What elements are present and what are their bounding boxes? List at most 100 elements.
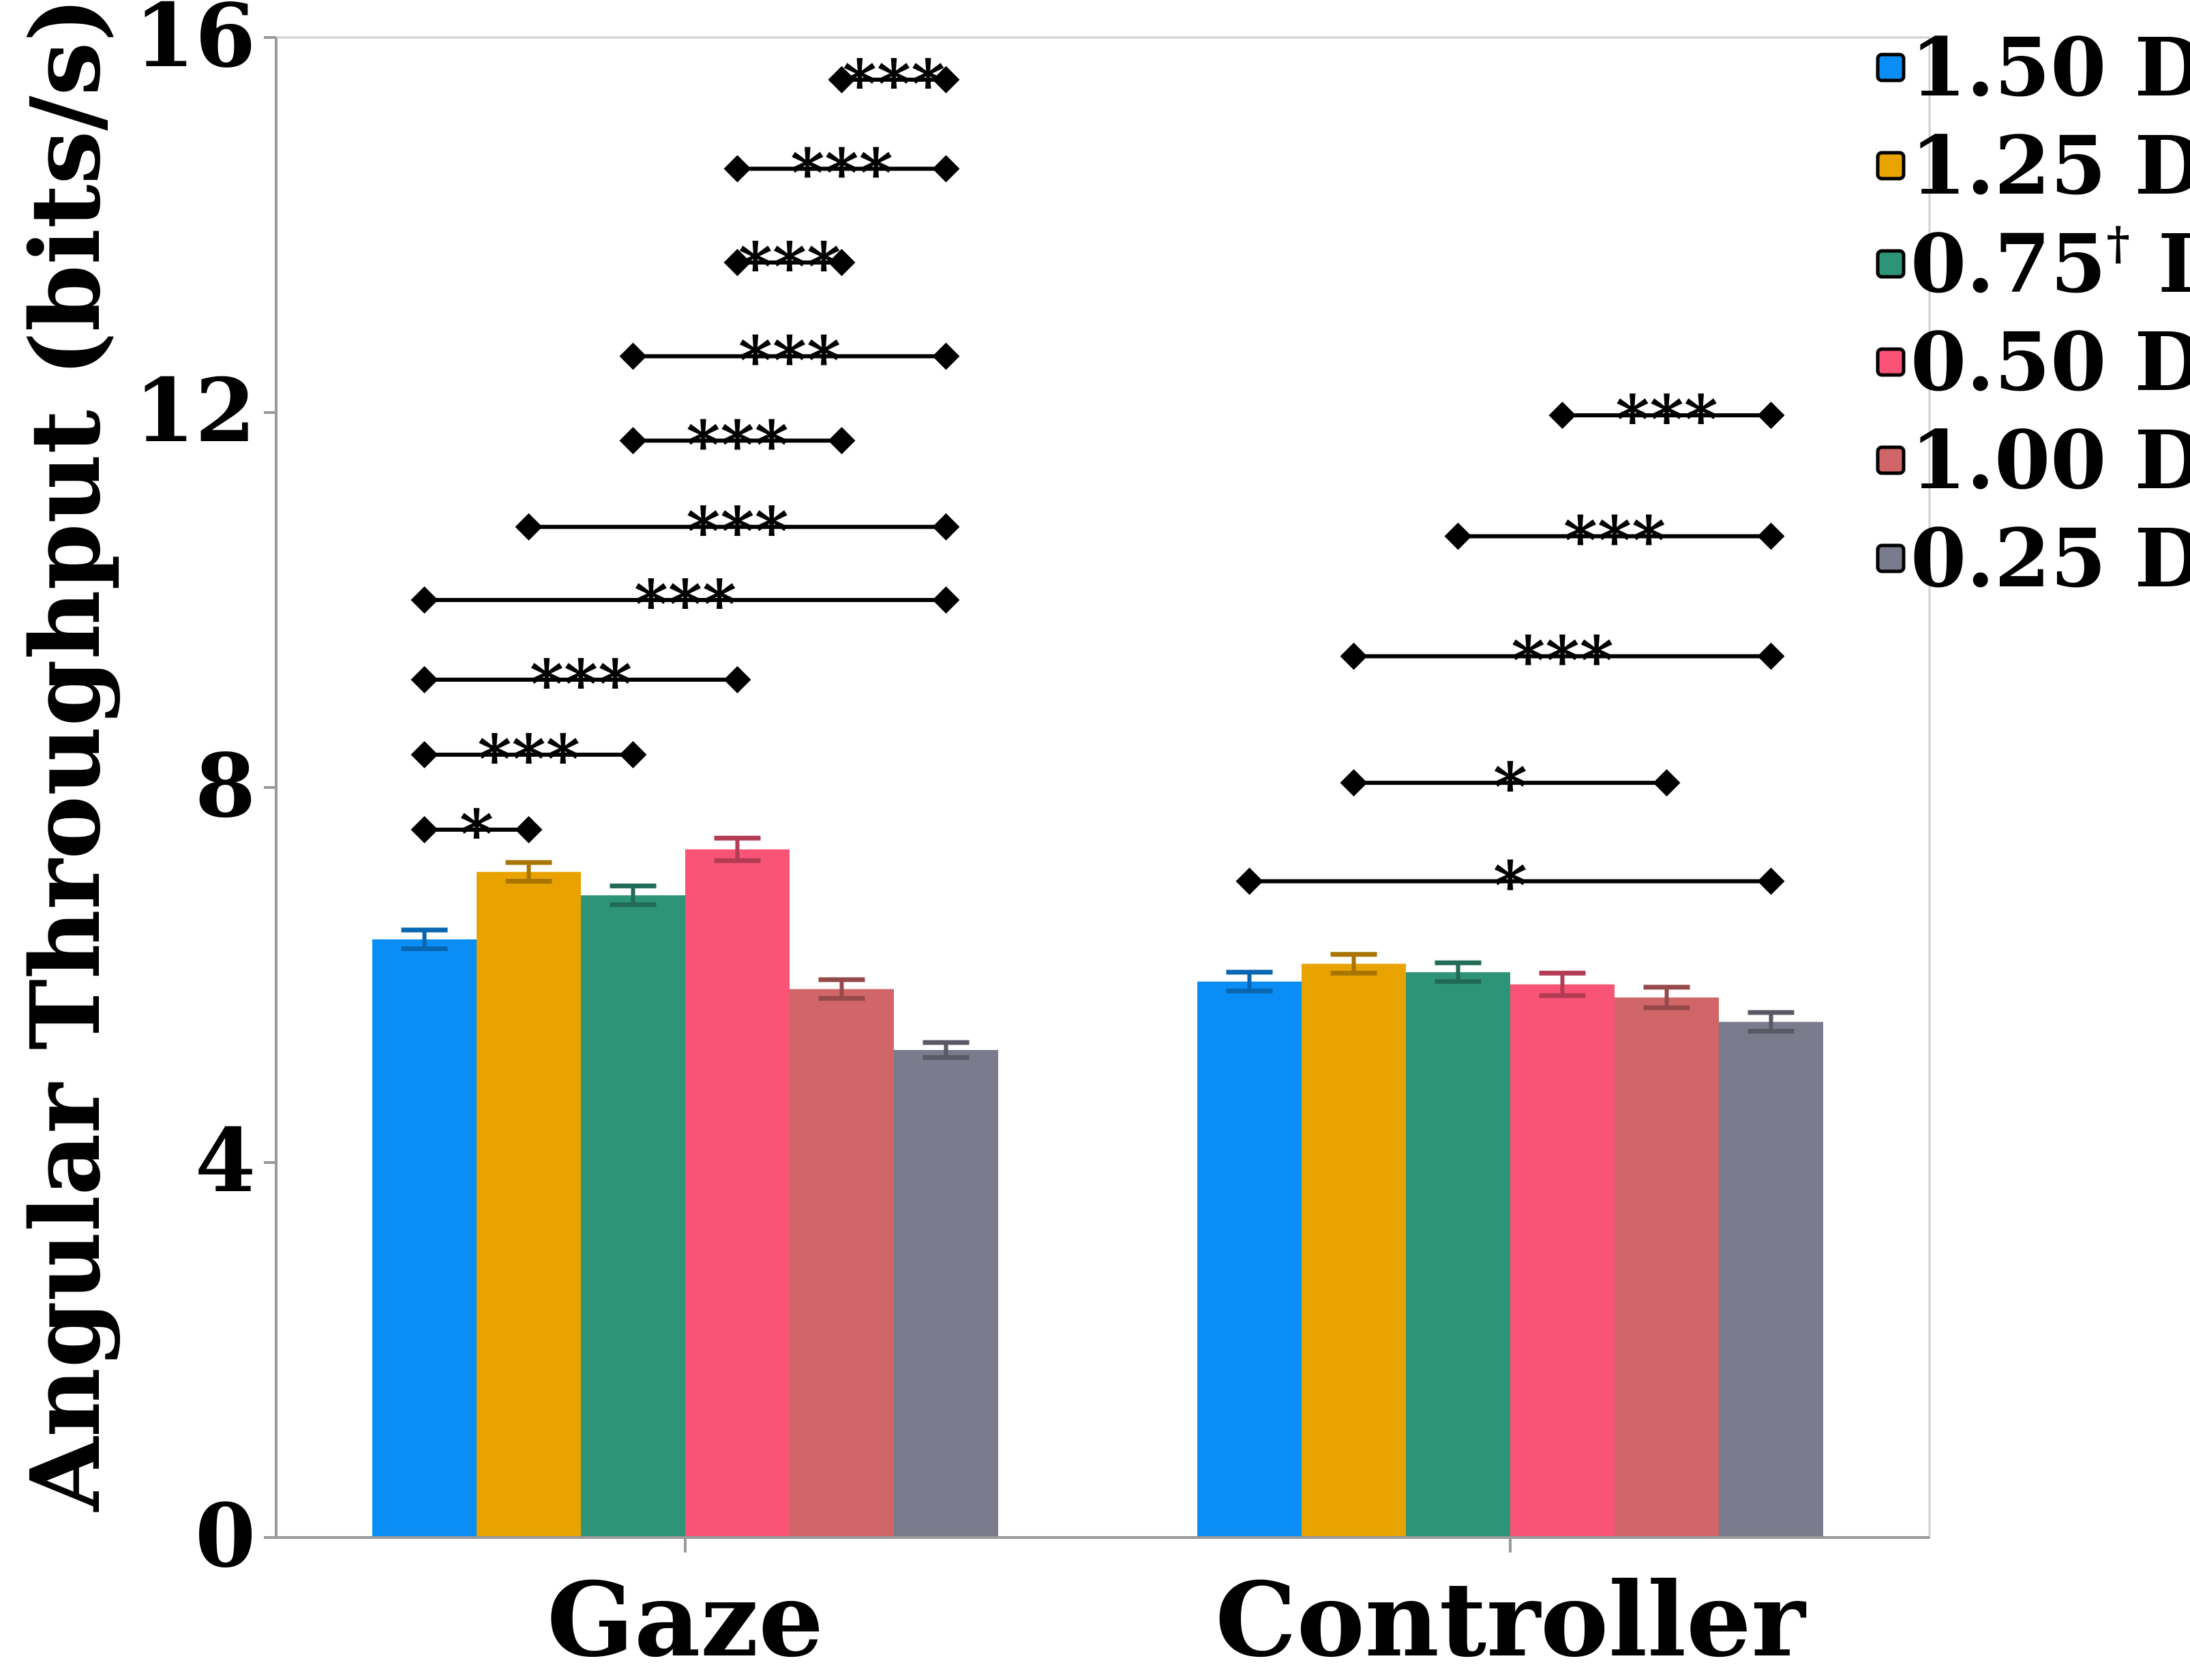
legend-swatch [1876,151,1906,181]
bar-controller-series-2 [1406,972,1510,1537]
significance-endpoint-marker [1340,642,1368,670]
bar-controller-series-0 [1197,981,1302,1537]
y-tick-label: 4 [195,1110,256,1212]
legend-swatch [1876,347,1906,377]
legend-label: 0.75† D [1910,216,2190,311]
legend-swatch [1876,52,1906,82]
legend-label: 1.00 D [1910,412,2190,507]
bar-gaze-series-5 [894,1050,998,1537]
significance-label: *** [530,646,633,723]
significance-label: * [460,796,494,873]
significance-bracket-1: *** [410,721,647,798]
significance-label: * [1493,847,1527,925]
significance-label: *** [1563,502,1666,580]
axes-layer: 0 4 8 12 16 Gaze Controller [134,0,1930,1680]
significance-bracket-12: *** [1340,622,1785,700]
bar-gaze-series-3 [685,849,790,1537]
significance-label: *** [634,566,737,643]
significance-endpoint-marker [1235,867,1263,895]
legend-item-2: 0.75† D [1876,216,2190,311]
legend: 1.50 D1.25 D0.75† D0.50 D1.00 D0.25 D [1876,20,2190,605]
significance-bracket-4: *** [515,493,960,570]
significance-label: * [1493,749,1527,826]
significance-endpoint-marker [1757,402,1785,430]
significance-endpoint-marker [723,155,751,183]
legend-item-0: 1.50 D [1876,20,2190,115]
y-tick-label: 12 [134,360,256,462]
significance-layer: *************************************** [410,46,1785,925]
significance-label: *** [1511,622,1614,700]
bar-gaze-series-4 [790,989,894,1537]
x-category-label-controller: Controller [1215,1560,1806,1680]
legend-label: 1.50 D [1910,20,2190,115]
significance-bracket-9: *** [828,46,960,123]
significance-endpoint-marker [1757,867,1785,895]
significance-endpoint-marker [932,155,960,183]
legend-label: 1.25 D [1910,118,2190,213]
bar-controller-series-1 [1302,963,1406,1537]
legend-item-1: 1.25 D [1876,118,2190,213]
legend-swatch [1876,249,1906,279]
bar-controller-series-4 [1615,997,1719,1537]
bar-gaze-series-1 [477,871,581,1537]
significance-bracket-14: *** [1548,381,1785,458]
significance-label: *** [477,721,580,798]
significance-bracket-8: *** [723,135,960,212]
significance-endpoint-marker [619,342,647,370]
significance-endpoint-marker [828,249,856,276]
error-bars-layer [401,835,1795,1060]
significance-endpoint-marker [932,586,960,614]
legend-item-4: 1.00 D [1876,412,2190,507]
bar-controller-series-3 [1510,984,1615,1537]
significance-bracket-3: *** [410,566,960,643]
significance-label: *** [843,46,946,123]
significance-label: *** [738,322,841,400]
significance-endpoint-marker [1340,769,1368,797]
significance-endpoint-marker [932,65,960,93]
significance-bracket-6: *** [619,322,960,400]
bar-gaze-series-0 [372,939,477,1537]
y-tick-label: 8 [195,735,256,837]
significance-endpoint-marker [1757,522,1785,550]
significance-label: *** [790,135,893,212]
significance-endpoint-marker [515,815,543,843]
significance-endpoint-marker [932,513,960,541]
significance-endpoint-marker [619,427,647,455]
significance-endpoint-marker [619,740,647,768]
bar-controller-series-5 [1719,1021,1823,1537]
significance-label: *** [686,406,789,483]
significance-endpoint-marker [410,740,438,768]
x-category-label-gaze: Gaze [547,1560,824,1680]
significance-bracket-13: *** [1444,502,1785,580]
y-tick-label: 0 [195,1485,256,1587]
y-tick-label: 16 [134,0,256,87]
significance-endpoint-marker [1757,642,1785,670]
significance-bracket-10: * [1235,847,1785,925]
significance-bracket-0: * [410,796,543,873]
legend-label: 0.50 D [1910,314,2190,409]
significance-endpoint-marker [410,815,438,843]
significance-endpoint-marker [515,513,543,541]
significance-bracket-11: * [1340,749,1681,826]
significance-endpoint-marker [828,427,856,455]
bars-layer [372,849,1823,1537]
significance-endpoint-marker [723,665,751,693]
legend-item-5: 0.25 D [1876,511,2190,605]
significance-endpoint-marker [1444,522,1472,550]
significance-endpoint-marker [410,586,438,614]
significance-bracket-5: *** [619,406,856,483]
y-axis-label: Angular Throughput (bits/s) [10,0,122,1513]
significance-bracket-7: *** [723,228,856,305]
legend-swatch [1876,543,1906,573]
legend-item-3: 0.50 D [1876,314,2190,409]
bar-gaze-series-2 [581,895,685,1537]
legend-label: 0.25 D [1910,511,2190,605]
significance-label: *** [1615,381,1718,458]
legend-swatch [1876,445,1906,475]
significance-endpoint-marker [1653,769,1681,797]
significance-endpoint-marker [828,65,856,93]
significance-bracket-2: *** [410,646,751,723]
significance-endpoint-marker [410,665,438,693]
significance-label: *** [686,493,789,570]
